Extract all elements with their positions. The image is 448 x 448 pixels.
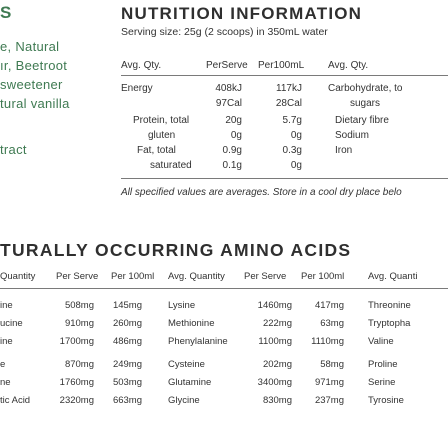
amino-title: TURALLY OCCURRING AMINO ACIDS xyxy=(0,240,352,260)
amino-header-per-serve-2: Per Serve xyxy=(244,271,287,282)
nutrition-title: NUTRITION INFORMATION xyxy=(121,4,363,23)
amino-per-100ml: 1110mg xyxy=(311,336,344,347)
ingredients-heading-fragment: S xyxy=(0,3,12,22)
fat-label: Fat, total xyxy=(137,145,176,156)
saturated-serve: 0.1g xyxy=(222,160,242,171)
amino-per-100ml: 663mg xyxy=(112,395,142,406)
ingredient-line: e, Natural xyxy=(0,39,60,54)
protein-100: 5.7g xyxy=(282,115,302,126)
amino-per-100ml: 63mg xyxy=(320,318,344,329)
amino-header-avg-quantity: Avg. Quantity xyxy=(168,271,225,282)
energy-cal-100: 28Cal xyxy=(275,98,302,109)
protein-label: Protein, total xyxy=(133,115,190,126)
amino-per-100ml: 971mg xyxy=(314,377,344,388)
amino-name: Valine xyxy=(368,336,394,347)
fat-100: 0.3g xyxy=(282,145,302,156)
fibre-label: Dietary fibre xyxy=(335,115,389,126)
amino-name: Tryptopha xyxy=(368,318,411,329)
ingredient-line: tural vanilla xyxy=(0,96,70,111)
header-per-serve: PerServe xyxy=(206,60,248,71)
amino-per-serve: 2320mg xyxy=(59,395,94,406)
amino-name: ine xyxy=(0,336,13,347)
gluten-label: gluten xyxy=(148,130,176,141)
amino-name: ucine xyxy=(0,318,23,329)
amino-per-serve: 1460mg xyxy=(257,300,292,311)
saturated-label: saturated xyxy=(150,160,192,171)
energy-cal-serve: 97Cal xyxy=(215,98,242,109)
divider xyxy=(121,178,448,179)
ingredient-line: ır, Beetroot xyxy=(0,58,68,73)
amino-name: Cysteine xyxy=(168,359,205,370)
divider xyxy=(121,75,448,76)
amino-per-serve: 1100mg xyxy=(258,336,292,347)
amino-per-serve: 1700mg xyxy=(59,336,94,347)
amino-name: ine xyxy=(0,300,13,311)
amino-header-avg-quantity-3: Avg. Quanti xyxy=(368,271,418,282)
amino-per-100ml: 260mg xyxy=(112,318,142,329)
amino-per-100ml: 58mg xyxy=(320,359,344,370)
sugars-label: sugars xyxy=(350,98,381,109)
ingredient-line: tract xyxy=(0,142,27,157)
ingredient-line: sweetener xyxy=(0,77,63,92)
amino-per-serve: 910mg xyxy=(64,318,94,329)
sodium-label: Sodium xyxy=(335,130,369,141)
gluten-serve: 0g xyxy=(230,130,242,141)
amino-per-100ml: 417mg xyxy=(314,300,344,311)
amino-per-100ml: 249mg xyxy=(112,359,142,370)
amino-per-100ml: 486mg xyxy=(112,336,142,347)
amino-name: Lysine xyxy=(168,300,196,311)
amino-header-per-100ml: Per 100ml xyxy=(111,271,155,282)
saturated-100: 0g xyxy=(290,160,302,171)
amino-header-per-serve: Per Serve xyxy=(56,271,99,282)
amino-per-serve: 830mg xyxy=(262,395,292,406)
header-avg-qty-2: Avg. Qty. xyxy=(328,60,369,71)
amino-name: Proline xyxy=(368,359,398,370)
fat-serve: 0.9g xyxy=(222,145,242,156)
amino-per-serve: 870mg xyxy=(64,359,94,370)
amino-name: Methionine xyxy=(168,318,215,329)
storage-note: All specified values are averages. Store… xyxy=(121,187,402,198)
amino-name: e xyxy=(0,359,6,370)
amino-name: Serine xyxy=(368,377,396,388)
protein-serve: 20g xyxy=(225,115,242,126)
iron-label: Iron xyxy=(335,145,353,156)
amino-per-serve: 202mg xyxy=(262,359,292,370)
amino-per-serve: 222mg xyxy=(262,318,292,329)
serving-size: Serving size: 25g (2 scoops) in 350mL wa… xyxy=(121,26,328,38)
amino-header-per-100ml-2: Per 100ml xyxy=(301,271,345,282)
header-per-100ml: Per100mL xyxy=(258,60,305,71)
amino-name: ne xyxy=(0,377,11,388)
amino-per-100ml: 237mg xyxy=(314,395,344,406)
amino-per-100ml: 145mg xyxy=(112,300,142,311)
amino-name: tic Acid xyxy=(0,395,31,406)
amino-per-100ml: 503mg xyxy=(112,377,142,388)
amino-per-serve: 508mg xyxy=(64,300,94,311)
amino-per-serve: 1760mg xyxy=(59,377,94,388)
gluten-100: 0g xyxy=(290,130,302,141)
amino-name: Glycine xyxy=(168,395,200,406)
amino-name: Tyrosine xyxy=(368,395,404,406)
energy-kj-serve: 408kJ xyxy=(215,83,242,94)
amino-name: Glutamine xyxy=(168,377,212,388)
amino-name: Threonine xyxy=(368,300,411,311)
energy-kj-100: 117kJ xyxy=(276,83,302,94)
carbohydrate-label: Carbohydrate, to xyxy=(328,83,403,94)
header-avg-qty: Avg. Qty. xyxy=(121,60,162,71)
amino-per-serve: 3400mg xyxy=(257,377,292,388)
divider xyxy=(0,288,448,289)
amino-name: Phenylalanine xyxy=(168,336,228,347)
amino-header-quantity: Quantity xyxy=(0,271,36,282)
energy-label: Energy xyxy=(121,83,153,94)
